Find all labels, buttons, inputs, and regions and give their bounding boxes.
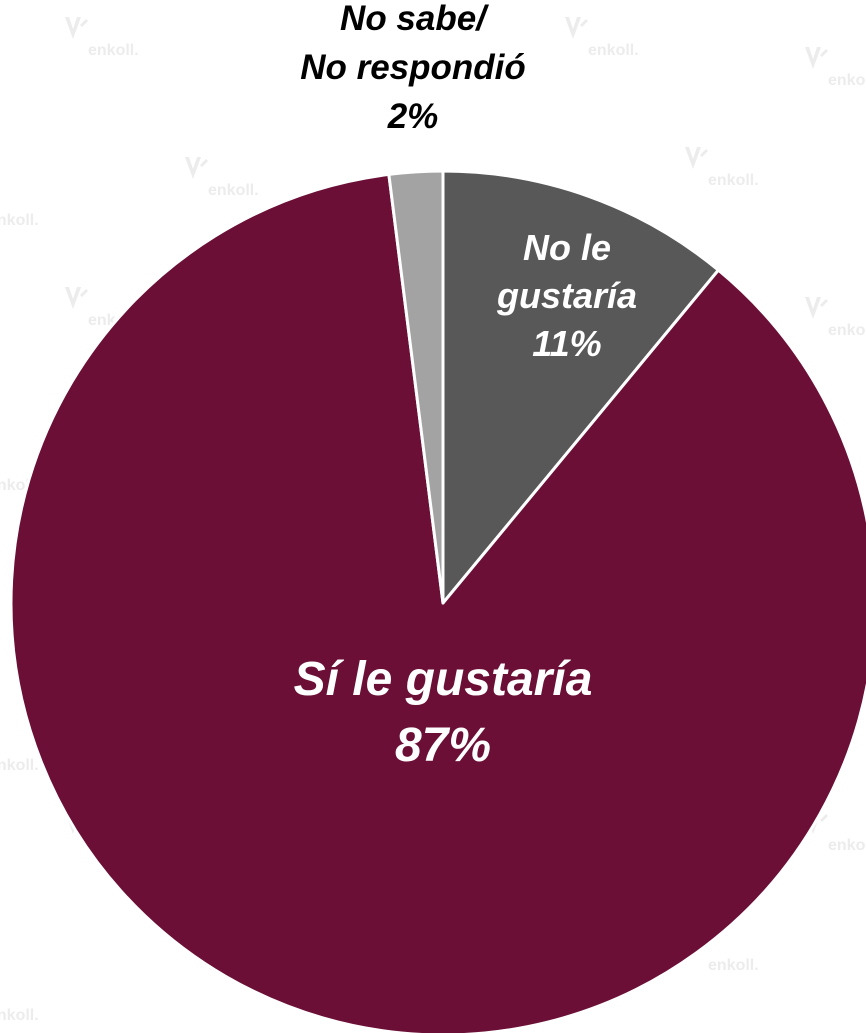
slice-value-label: 11% (532, 323, 601, 364)
pie-slice-1 (9, 172, 866, 1033)
watermark-logo: enkoll. (805, 47, 866, 89)
watermark-text: enkoll. (588, 42, 639, 59)
slice-name-label: No le (523, 227, 611, 268)
slice-label-2: No sabe/No respondió 2% (300, 0, 526, 136)
watermark-logo: enkoll. (65, 17, 139, 59)
slice-name-label: gustaría (496, 275, 637, 316)
pie-labels: No le gustaría 11% Sí le gustaría 87% No sabe… (294, 0, 637, 772)
slice-label-1: Sí le gustaría 87% (294, 653, 593, 772)
slice-value-label: 87% (395, 719, 491, 772)
slice-name-label: Sí le gustaría (294, 653, 593, 706)
watermark-logo: enkoll. (0, 1007, 39, 1024)
watermark-text: enkoll. (88, 42, 139, 59)
watermark-logo: enkoll. (0, 212, 39, 229)
watermark-text: enkoll. (828, 322, 866, 339)
watermark-text: enkoll. (828, 837, 866, 854)
watermark-text: enkoll. (208, 182, 259, 199)
watermark-logo: enkoll. (805, 297, 866, 339)
slice-name-label: No respondió (300, 48, 526, 87)
slice-name-label: No sabe/ (340, 0, 489, 38)
pie-slice-2 (387, 169, 445, 605)
watermark-text: enkoll. (0, 757, 39, 774)
watermark-logo: enkoll. (0, 757, 39, 774)
watermark-text: enkoll. (0, 1007, 39, 1024)
watermark-logo: enkoll. (185, 157, 259, 199)
pie-slices (9, 169, 866, 1033)
watermark-text: enkoll. (708, 172, 759, 189)
watermark-logo: enkoll. (565, 17, 639, 59)
slice-value-label: 2% (387, 97, 439, 136)
watermark-logo: enkoll. (685, 147, 759, 189)
watermark-text: enkoll. (708, 957, 759, 974)
watermark-text: enkoll. (0, 212, 39, 229)
watermark-text: enkoll. (828, 72, 866, 89)
pie-slice-0 (441, 169, 720, 605)
slice-label-0: No le gustaría 11% (496, 227, 637, 364)
